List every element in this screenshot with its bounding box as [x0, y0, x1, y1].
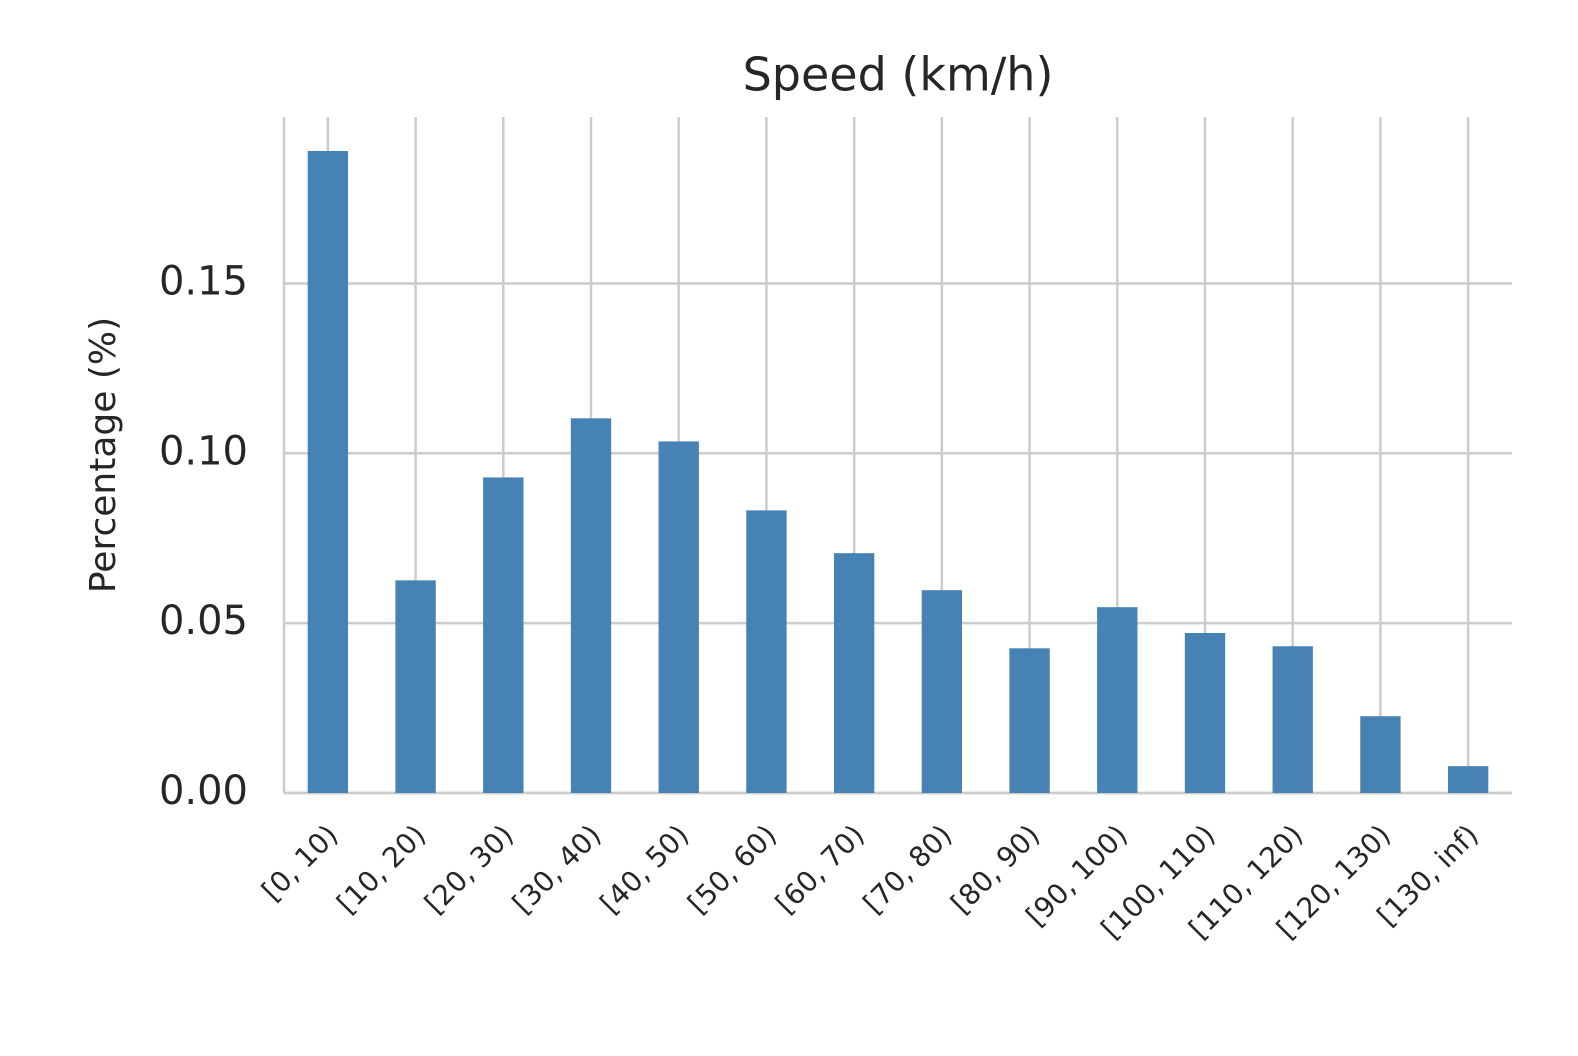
bar	[1097, 607, 1138, 793]
bar	[1447, 766, 1489, 793]
bar	[570, 418, 612, 793]
bar	[307, 150, 349, 793]
bar	[746, 510, 787, 793]
bar	[1272, 646, 1313, 793]
bar	[1184, 633, 1226, 793]
x-tick-label: [60, 70)	[769, 818, 871, 920]
chart-title: Speed (km/h)	[743, 48, 1054, 102]
y-tick-label: 0.00	[159, 768, 248, 814]
bar	[658, 441, 699, 793]
bar	[483, 477, 524, 793]
bar	[921, 590, 963, 793]
bar	[833, 553, 875, 793]
bar	[1360, 716, 1401, 793]
x-tick-label: [40, 50)	[594, 818, 696, 920]
y-tick-label: 0.15	[159, 258, 248, 304]
x-tick-label: [30, 40)	[506, 818, 608, 920]
x-tick-label: [20, 30)	[418, 818, 520, 920]
x-tick-label: [10, 20)	[330, 818, 432, 920]
x-tick-label: [70, 80)	[857, 818, 959, 920]
y-tick-label: 0.10	[159, 428, 248, 474]
y-tick-label: 0.05	[159, 598, 248, 644]
bar	[1009, 648, 1050, 793]
x-tick-label: [50, 60)	[681, 818, 783, 920]
bar	[395, 580, 436, 793]
x-tick-label: [0, 10)	[255, 818, 344, 907]
y-axis-label: Percentage (%)	[83, 317, 124, 593]
